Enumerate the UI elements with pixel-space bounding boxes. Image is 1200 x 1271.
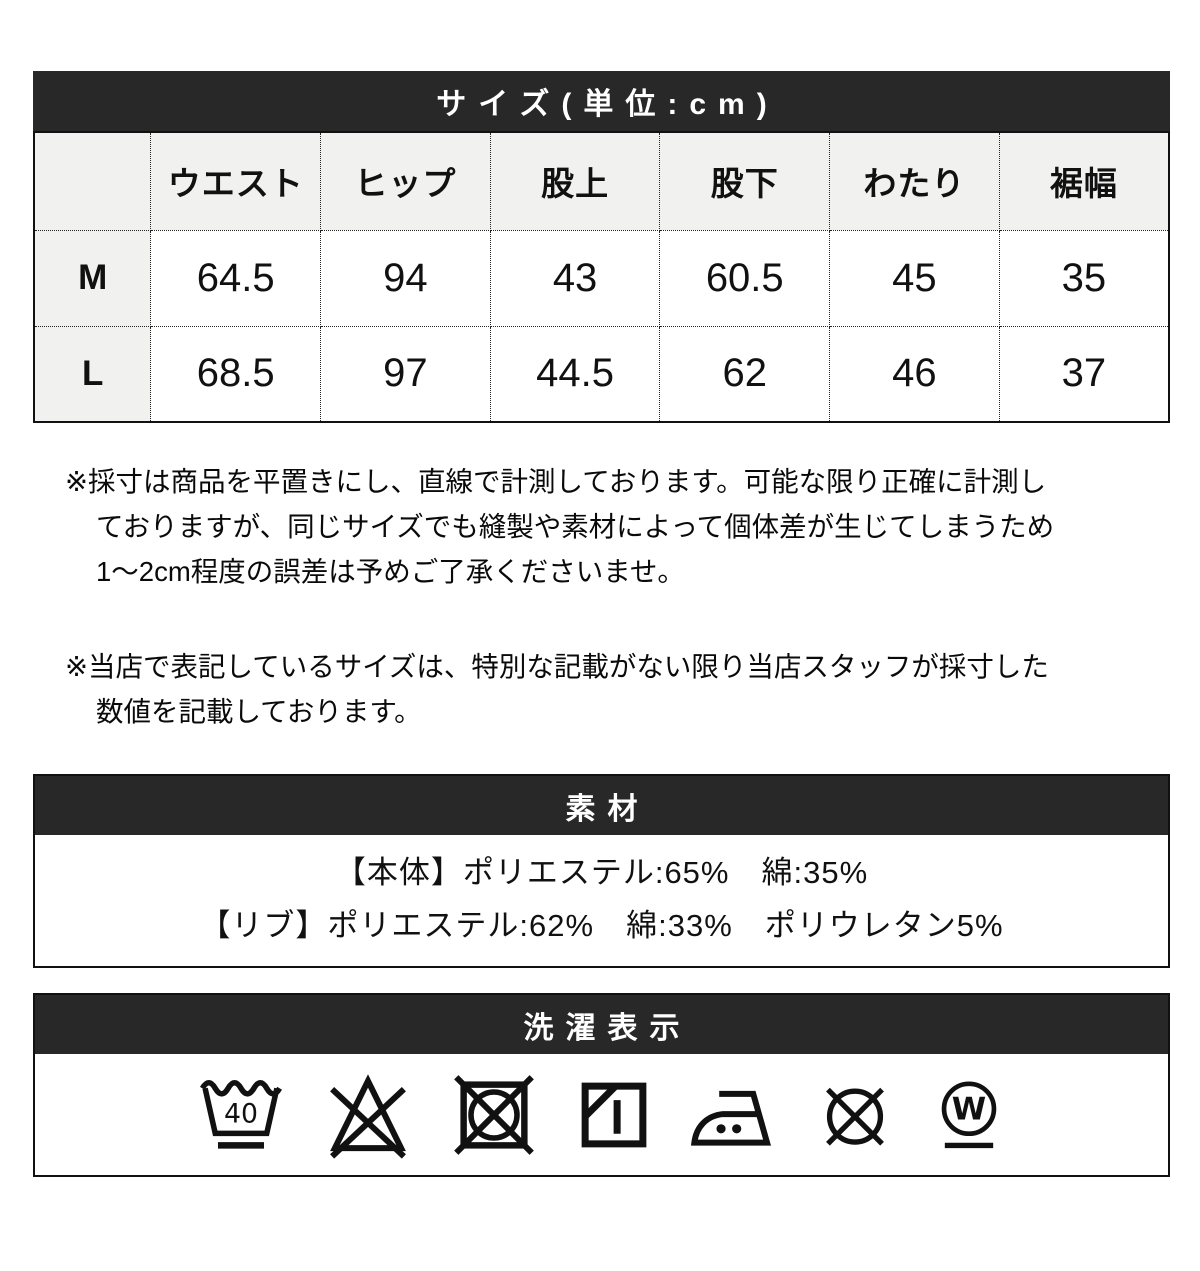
table-row-size-m: M 64.5 94 43 60.5 45 35 (33, 229, 1170, 327)
note-line: ※当店で表記しているサイズは、特別な記載がない限り当店スタッフが採寸した (65, 651, 1049, 682)
note-staff-measured: ※当店で表記しているサイズは、特別な記載がない限り当店スタッフが採寸した 数値を… (65, 644, 1170, 734)
wet-clean-gentle-icon: W (930, 1076, 1008, 1154)
size-value: 37 (998, 325, 1170, 423)
size-value: 43 (489, 229, 661, 327)
note-line: ※採寸は商品を平置きにし、直線で計測しております。可能な限り正確に計測し (65, 466, 1047, 497)
size-value: 44.5 (489, 325, 661, 423)
measurement-notes: ※採寸は商品を平置きにし、直線で計測しております。可能な限り正確に計測し ており… (33, 459, 1170, 734)
size-value: 62 (659, 325, 831, 423)
size-section-header-bar: サイズ(単位:cm) (33, 71, 1170, 131)
material-section-header-bar: 素材 (35, 776, 1168, 835)
material-section-title: 素材 (565, 792, 650, 826)
material-content: 【本体】ポリエステル:65% 綿:35% 【リブ】ポリエステル:62% 綿:33… (35, 835, 1168, 966)
column-header-inseam: 股下 (659, 131, 831, 231)
column-header-hem-width: 裾幅 (998, 131, 1170, 231)
note-line: 数値を記載しております。 (96, 696, 422, 727)
laundry-section-title: 洗濯表示 (523, 1011, 692, 1045)
laundry-icons-row: 40 (35, 1054, 1168, 1175)
note-line: ておりますが、同じサイズでも縫製や素材によって個体差が生じてしまうため (96, 511, 1055, 542)
size-table-section: サイズ(単位:cm) ウエスト ヒップ 股上 股下 わたり 裾幅 M (33, 71, 1170, 423)
do-not-bleach-icon (322, 1069, 414, 1161)
size-value: 35 (998, 229, 1170, 327)
size-table-corner-cell (33, 131, 152, 231)
wet-clean-letter: W (952, 1091, 986, 1127)
material-line-rib: 【リブ】ポリエステル:62% 綿:33% ポリウレタン5% (199, 908, 1004, 943)
material-line-body: 【本体】ポリエステル:65% 綿:35% (334, 855, 869, 890)
column-header-rise: 股上 (489, 131, 661, 231)
wash-temperature-label: 40 (224, 1098, 258, 1129)
laundry-section-header-bar: 洗濯表示 (35, 995, 1168, 1054)
wash-40-gentle-icon: 40 (195, 1069, 287, 1161)
note-measurement-method: ※採寸は商品を平置きにし、直線で計測しております。可能な限り正確に計測し ており… (65, 459, 1170, 594)
iron-medium-icon (687, 1069, 779, 1161)
size-table: ウエスト ヒップ 股上 股下 わたり 裾幅 M 64.5 94 43 60.5 … (33, 131, 1170, 423)
hang-dry-in-shade-icon (575, 1076, 653, 1154)
size-value: 46 (829, 325, 1000, 423)
size-value: 60.5 (659, 229, 831, 327)
laundry-section: 洗濯表示 40 (33, 993, 1170, 1177)
size-value: 64.5 (150, 229, 322, 327)
size-value: 97 (320, 325, 491, 423)
do-not-dry-clean-icon (814, 1074, 896, 1156)
size-value: 45 (829, 229, 1000, 327)
note-line: 1〜2cm程度の誤差は予めご了承くださいませ。 (96, 556, 685, 587)
column-header-hip: ヒップ (320, 131, 491, 231)
size-value: 94 (320, 229, 491, 327)
size-label-m: M (33, 229, 152, 327)
size-table-header-row: ウエスト ヒップ 股上 股下 わたり 裾幅 (33, 131, 1170, 231)
size-section-title: サイズ(単位:cm) (436, 88, 779, 121)
column-header-waist: ウエスト (150, 131, 322, 231)
size-value: 68.5 (150, 325, 322, 423)
do-not-tumble-dry-icon (448, 1069, 540, 1161)
material-section: 素材 【本体】ポリエステル:65% 綿:35% 【リブ】ポリエステル:62% 綿… (33, 774, 1170, 968)
size-guide-page: サイズ(単位:cm) ウエスト ヒップ 股上 股下 わたり 裾幅 M (33, 71, 1170, 1177)
column-header-thigh: わたり (829, 131, 1000, 231)
table-row-size-l: L 68.5 97 44.5 62 46 37 (33, 325, 1170, 423)
size-label-l: L (33, 325, 152, 423)
